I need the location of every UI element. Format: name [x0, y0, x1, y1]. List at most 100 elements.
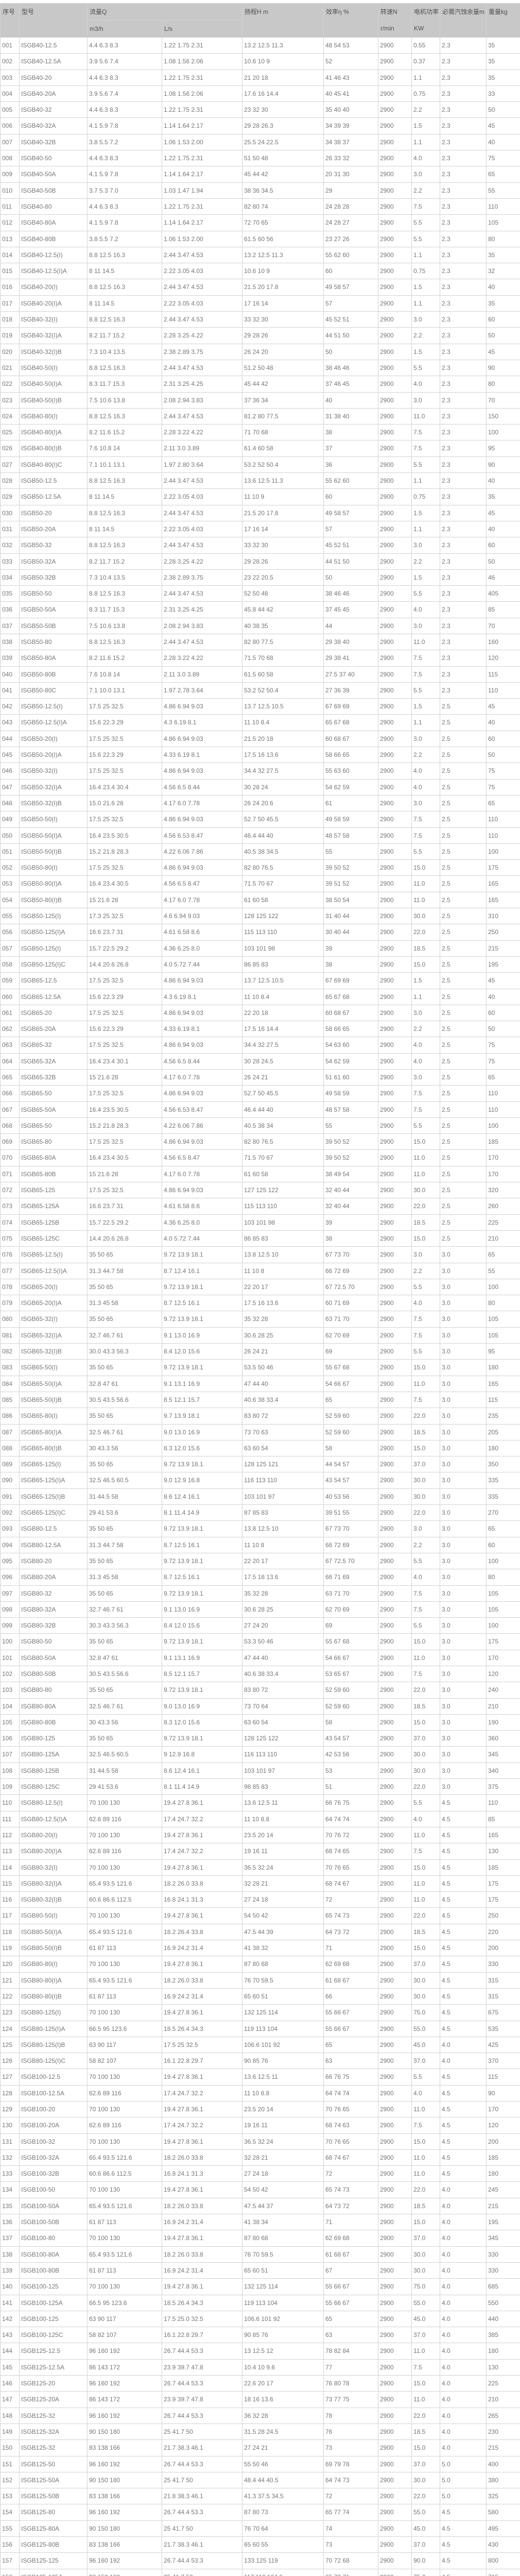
cell: 30.0 — [411, 2262, 440, 2279]
cell: 4.86 6.94 9.03 — [162, 698, 242, 715]
cell: 3.0 — [440, 1601, 487, 1618]
cell: 2900 — [378, 875, 412, 892]
cell: ISGB50-12.5 — [19, 472, 88, 489]
cell: 2.5 — [440, 811, 487, 828]
cell: ISGB100-125A — [19, 2294, 88, 2311]
cell: 2900 — [378, 2294, 412, 2311]
cell: 87 85 83 — [242, 1504, 324, 1521]
table-row: 028 ISGB50-12.5 8.8 12.5 16.3 2.44 3.47 4.5… — [0, 472, 520, 489]
cell: 385 — [486, 2327, 520, 2344]
cell: 17.5 25 32.5 — [87, 1037, 162, 1054]
table-row: 022 ISGB40-50(I)A 8.3 11.7 15.3 2.31 3.25 4… — [0, 376, 520, 393]
cell: 128 — [0, 2084, 20, 2102]
cell: ISGB80-125(I)C — [19, 2053, 88, 2070]
cell: 2.3 — [440, 182, 487, 199]
cell: ISGB65-80A — [19, 1149, 88, 1166]
cell: 37.0 — [411, 1730, 440, 1747]
cell: 2.5 — [440, 730, 487, 748]
cell: 26.7 44.4 53.3 — [162, 2504, 242, 2521]
cell: 110 — [486, 1794, 520, 1811]
table-row: 018 ISGB40-32(I) 8.8 12.5 16.3 2.44 3.47 4.… — [0, 311, 520, 328]
cell: ISGB40-50 — [19, 150, 88, 167]
cell: 016 — [0, 279, 20, 296]
cell: 2900 — [378, 2359, 412, 2376]
cell: 15.6 22.3 29 — [87, 988, 162, 1005]
cell: 2900 — [378, 1552, 412, 1570]
cell: 2900 — [378, 408, 412, 425]
cell: 135 — [0, 2197, 20, 2215]
table-row: 146 ISGB125-20 96 160 192 26.7 44.4 53.3 22.… — [0, 2375, 520, 2392]
cell: ISGB65-125(I)B — [19, 1488, 88, 1505]
table-row: 079 ISGB65-20(I)A 31.3 45 58 8.7 12.5 16.1 1… — [0, 1295, 520, 1312]
cell: 62 69 68 — [323, 2230, 378, 2247]
cell: 8.8 12.5 16.3 — [87, 279, 162, 296]
cell: 143 — [0, 2327, 20, 2344]
cell: 7.5 — [411, 1311, 440, 1328]
cell: 17 16 14 — [242, 520, 324, 538]
table-row: 116 ISGB80-32(I)B 60.6 86.6 112.5 16.8 24.1… — [0, 1891, 520, 1908]
cell: 7.6 10.8 14 — [87, 666, 162, 683]
col-header-flow-ls: L/s — [162, 20, 242, 38]
cell: 048 — [0, 794, 20, 812]
cell: ISGB40-32(I)A — [19, 327, 88, 344]
cell: 2.5 — [440, 1004, 487, 1022]
cell: 2.3 — [440, 569, 487, 586]
cell: 75 — [486, 778, 520, 795]
cell: 210 — [486, 1230, 520, 1247]
cell: 029 — [0, 488, 20, 505]
col-header-speed: 转速N r/min — [378, 3, 412, 38]
cell: 32.5 46.5 60.5 — [87, 1472, 162, 1489]
cell: 110 — [486, 682, 520, 699]
cell: ISGB100-50A — [19, 2197, 88, 2215]
cell: 180 — [486, 2165, 520, 2182]
cell: 230 — [486, 2423, 520, 2441]
cell: 18 16 13.6 — [242, 2391, 324, 2408]
cell: ISGB40-50(I)B — [19, 392, 88, 409]
cell: 67 72.5 70 — [323, 1278, 378, 1296]
cell: 2900 — [378, 2327, 412, 2344]
cell: 4.0 — [440, 2181, 487, 2198]
cell: 195 — [486, 956, 520, 973]
cell: 70 100 130 — [87, 2004, 162, 2021]
cell: 65 77 74 — [323, 2504, 378, 2521]
cell: 8 11 14.5 — [87, 263, 162, 280]
cell: 33 32 30 — [242, 537, 324, 554]
cell: 2.3 — [440, 53, 487, 70]
col-header-efficiency: 效率η % — [323, 3, 378, 38]
cell: 15.0 — [411, 859, 440, 876]
cell: 18.5 — [411, 1923, 440, 1941]
cell: 32.8 47 61 — [87, 1649, 162, 1666]
cell: 2900 — [378, 1923, 412, 1941]
cell: 2900 — [378, 1520, 412, 1537]
cell: 4.0 — [440, 2310, 487, 2328]
cell: 45 — [486, 117, 520, 134]
cell: ISGB65-50 — [19, 1085, 88, 1102]
cell: ISGB125-80A — [19, 2520, 88, 2537]
cell: 430 — [486, 2536, 520, 2553]
cell: 17.3 25 32.5 — [87, 908, 162, 925]
cell: 2.5 — [440, 891, 487, 909]
cell: ISGB40-12.5(I)A — [19, 263, 88, 280]
cell: 22.0 — [411, 1907, 440, 1924]
cell: 7.5 — [411, 440, 440, 457]
table-row: 139 ISGB100-80B 61 87 113 16.9 24.2 31.4 65 … — [0, 2262, 520, 2279]
cell: ISGB40-80(I)A — [19, 424, 88, 441]
cell: 2900 — [378, 2504, 412, 2521]
cell: ISGB100-12.5A — [19, 2084, 88, 2102]
cell: 2900 — [378, 2552, 412, 2569]
cell: 43 54 57 — [323, 1472, 378, 1489]
table-row: 141 ISGB100-125A 66.5 95 123.6 18.5 26.4 34… — [0, 2294, 520, 2311]
cell: 2900 — [378, 2117, 412, 2134]
cell: 4.4 6.3 8.3 — [87, 69, 162, 86]
cell: 13 12.5 12 — [242, 2343, 324, 2360]
cell: 20 31 30 — [323, 166, 378, 183]
cell: 065 — [0, 1069, 20, 1086]
cell: 48 57 58 — [323, 1101, 378, 1118]
cell: 4.5 — [440, 2149, 487, 2166]
cell: ISGB40-32(I) — [19, 311, 88, 328]
cell: 36.5 32 24 — [242, 2133, 324, 2150]
table-row: 097 ISGB80-32 35 50 65 9.72 13.9 18.1 35 32 … — [0, 1585, 520, 1602]
cell: 70 100 130 — [87, 1794, 162, 1811]
cell: 26 24 20 — [242, 343, 324, 360]
cell: 061 — [0, 1004, 20, 1022]
